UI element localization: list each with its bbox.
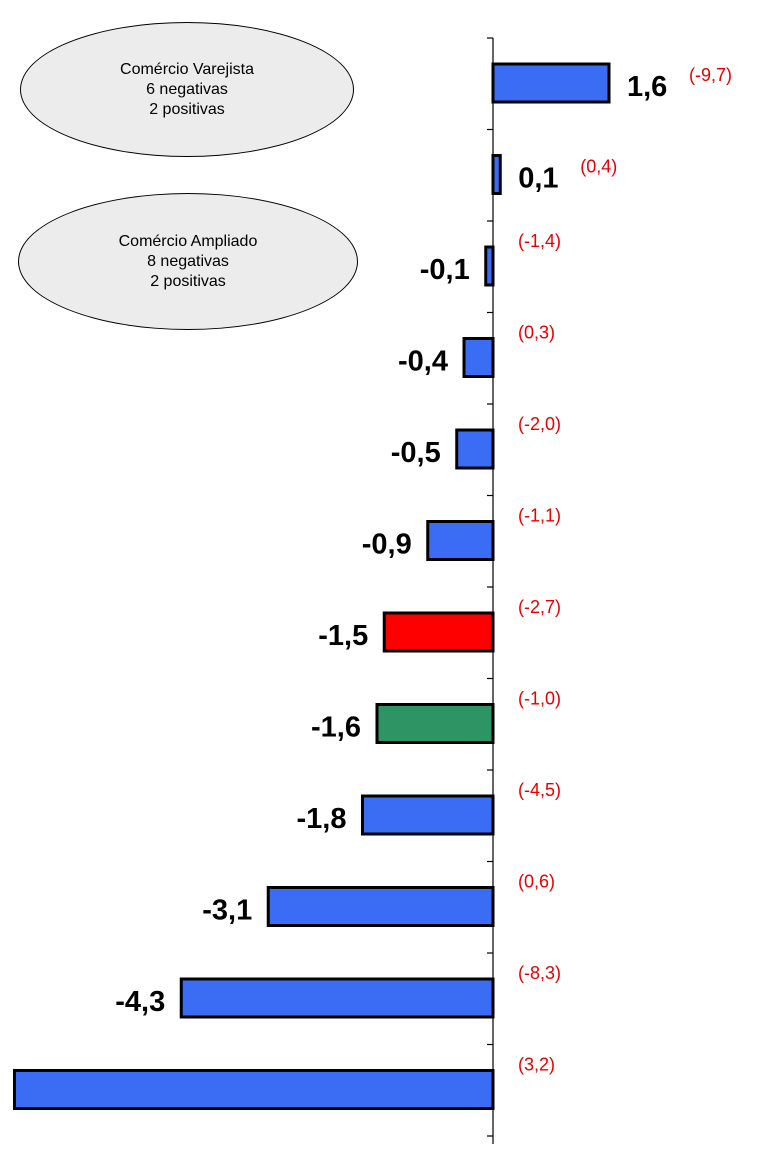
bar (426, 520, 495, 561)
bar (462, 337, 495, 378)
bar (382, 611, 495, 653)
bar-secondary-label: (0,3) (518, 323, 555, 343)
annotation-line: 2 positivas (149, 100, 225, 118)
bar (361, 794, 495, 836)
bar (491, 154, 502, 195)
bar-value-label: 0,1 (518, 163, 558, 195)
bar-value-label: 1,6 (627, 71, 667, 103)
bar-value-label: -1,5 (318, 620, 368, 652)
bar-secondary-label: (0,6) (518, 872, 555, 892)
bar (13, 1069, 495, 1110)
bar (266, 886, 495, 927)
bar (491, 62, 611, 104)
bar-secondary-label: (-4,5) (518, 780, 561, 800)
bar-secondary-label: (3,2) (518, 1055, 555, 1075)
bar-secondary-label: (-1,0) (518, 689, 561, 709)
annotation-line: 6 negativas (146, 80, 228, 98)
bar (375, 703, 495, 744)
bar-secondary-label: (-8,3) (518, 963, 561, 983)
bar-value-label: -1,8 (297, 803, 347, 835)
bar-secondary-label: (-9,7) (689, 65, 732, 85)
bar-secondary-label: (-2,7) (518, 597, 561, 617)
bar-secondary-label: (0,4) (580, 157, 617, 177)
bar-value-label: -0,5 (391, 437, 441, 469)
annotation-comercio-ampliado: Comércio Ampliado 8 negativas 2 positiva… (18, 193, 358, 330)
annotation-line: Comércio Varejista (120, 60, 254, 78)
bar-value-label: -0,9 (362, 529, 412, 561)
annotation-line: Comércio Ampliado (118, 232, 258, 250)
bar-secondary-label: (-1,4) (518, 231, 561, 251)
bar-value-label: -4,3 (115, 986, 165, 1018)
bar (484, 245, 495, 287)
annotation-comercio-varejista: Comércio Varejista 6 negativas 2 positiv… (20, 22, 354, 157)
bar-value-label: -0,1 (420, 254, 470, 286)
bar-value-label: -0,4 (398, 346, 448, 378)
bar-value-label: -1,6 (311, 712, 361, 744)
bar-value-label: -3,1 (202, 895, 252, 927)
bar-secondary-label: (-1,1) (518, 506, 561, 526)
bar (455, 428, 495, 470)
bar-secondary-label: (-2,0) (518, 414, 561, 434)
annotation-line: 8 negativas (147, 252, 229, 270)
bar (179, 977, 495, 1019)
annotation-line: 2 positivas (150, 272, 226, 290)
